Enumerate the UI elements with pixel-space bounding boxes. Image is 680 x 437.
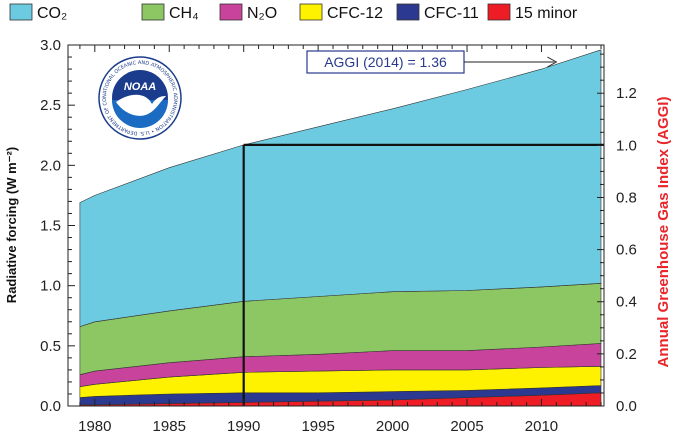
y-axis-right: 0.0 0.2 0.4 0.6 0.8 1.0 1.2 <box>597 53 637 415</box>
x-tick-label: 2000 <box>376 418 409 435</box>
y-right-tick-label: 0.8 <box>616 189 637 206</box>
y-axis-title-right: Annual Greenhouse Gas Index (AGGI) <box>655 97 672 368</box>
annotation-text: AGGI (2014) = 1.36 <box>324 54 447 70</box>
legend-swatch <box>396 3 420 21</box>
y-axis-left: 0.0 0.5 1.0 1.5 2.0 2.5 3.0 <box>40 37 75 415</box>
legend-item: CFC-11 <box>396 3 479 22</box>
x-axis: 1980 1985 1990 1995 2000 2005 2010 <box>78 45 602 435</box>
legend-swatch <box>487 3 511 21</box>
y-left-tick-label: 3.0 <box>40 37 61 54</box>
y-right-tick-label: 0.0 <box>616 398 637 415</box>
legend-item: CO₂ <box>9 3 67 22</box>
y-right-tick-label: 0.4 <box>616 294 637 311</box>
legend: CO₂ CH₄ N₂O CFC-12 CFC-11 15 minor <box>9 3 578 22</box>
y-left-tick-label: 0.0 <box>40 398 61 415</box>
legend-item: N₂O <box>219 3 277 22</box>
legend-item: CFC-12 <box>299 3 383 22</box>
bird-icon <box>116 94 166 116</box>
legend-item: CH₄ <box>141 3 199 22</box>
x-tick-label: 1980 <box>78 418 111 435</box>
legend-swatch <box>141 3 165 21</box>
x-tick-label: 2005 <box>450 418 483 435</box>
y-left-tick-label: 1.0 <box>40 278 61 295</box>
y-left-tick-label: 2.0 <box>40 157 61 174</box>
legend-label: CFC-11 <box>424 5 479 22</box>
y-right-tick-label: 1.0 <box>616 137 637 154</box>
x-tick-label: 1995 <box>301 418 334 435</box>
y-right-tick-label: 0.6 <box>616 242 637 259</box>
y-right-tick-label: 0.2 <box>616 346 637 363</box>
legend-swatch <box>9 3 33 21</box>
noaa-logo: NATIONAL OCEANIC AND ATMOSPHERIC ADMINIS… <box>98 56 182 140</box>
x-tick-label: 2010 <box>525 418 558 435</box>
legend-label: CFC-12 <box>327 5 383 22</box>
legend-label: N₂O <box>247 5 277 22</box>
legend-swatch <box>219 3 243 21</box>
y-axis-title-left: Radiative forcing (W m⁻²) <box>4 147 19 303</box>
plot-area <box>67 44 605 407</box>
y-left-tick-label: 1.5 <box>40 218 61 235</box>
logo-label: NOAA <box>124 81 156 93</box>
reference-lines <box>242 143 604 406</box>
legend-label: CO₂ <box>37 5 67 22</box>
legend-label: CH₄ <box>169 5 199 22</box>
y-right-tick-label: 1.2 <box>616 85 637 102</box>
x-tick-label: 1985 <box>153 418 186 435</box>
y-left-tick-label: 0.5 <box>40 338 61 355</box>
y-left-tick-label: 2.5 <box>40 97 61 114</box>
aggi-annotation: AGGI (2014) = 1.36 <box>306 50 558 74</box>
legend-item: 15 minor <box>487 3 578 22</box>
annotation-arrowhead <box>547 56 558 68</box>
legend-swatch <box>299 3 323 21</box>
legend-label: 15 minor <box>515 5 578 22</box>
x-tick-label: 1990 <box>227 418 260 435</box>
